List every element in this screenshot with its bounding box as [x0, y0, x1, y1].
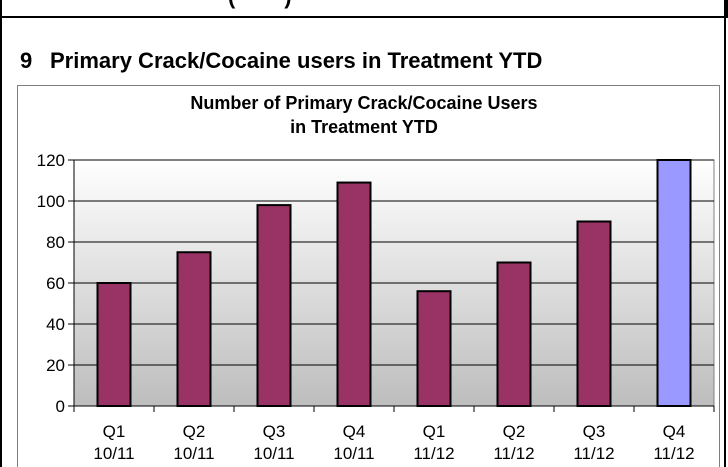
bar [416, 290, 452, 408]
x-tick-label: Q1 [423, 422, 446, 441]
section-heading: 9 Primary Crack/Cocaine users in Treatmen… [20, 48, 542, 74]
x-tick-label: Q4 [343, 422, 366, 441]
chart-title-line-2: in Treatment YTD [290, 117, 438, 137]
x-tick-label: 10/11 [253, 444, 294, 463]
section-title: Primary Crack/Cocaine users in Treatment… [50, 48, 543, 73]
x-tick-label: 10/11 [333, 444, 374, 463]
y-tick-label: 120 [37, 151, 65, 170]
x-tick-label: Q3 [583, 422, 606, 441]
bar [256, 204, 292, 407]
y-tick-label: 0 [56, 397, 65, 416]
bar [496, 261, 532, 407]
bar [656, 159, 692, 407]
x-tick-label: Q4 [663, 422, 686, 441]
y-tick-label: 20 [46, 356, 65, 375]
section-number: 9 [20, 48, 33, 73]
x-tick-label: 10/11 [173, 444, 214, 463]
bar [96, 282, 132, 407]
x-tick-label: Q1 [103, 422, 126, 441]
x-tick-label: 11/12 [493, 444, 534, 463]
previous-section-fragment: ( ) [228, 0, 292, 10]
y-tick-label: 80 [46, 233, 65, 252]
x-tick-label: 11/12 [413, 444, 454, 463]
x-tick-label: 11/12 [653, 444, 694, 463]
chart-title-line-1: Number of Primary Crack/Cocaine Users [190, 93, 537, 113]
y-tick-label: 40 [46, 315, 65, 334]
x-tick-label: 10/11 [93, 444, 134, 463]
x-tick-label: Q3 [263, 422, 286, 441]
y-tick-label: 60 [46, 274, 65, 293]
previous-section-box: ( ) [0, 0, 728, 18]
bar [576, 220, 612, 407]
y-tick-label: 100 [37, 192, 65, 211]
x-tick-label: 11/12 [573, 444, 614, 463]
x-tick-label: Q2 [503, 422, 526, 441]
bar [336, 181, 372, 407]
x-tick-label: Q2 [183, 422, 206, 441]
bar [176, 251, 212, 407]
